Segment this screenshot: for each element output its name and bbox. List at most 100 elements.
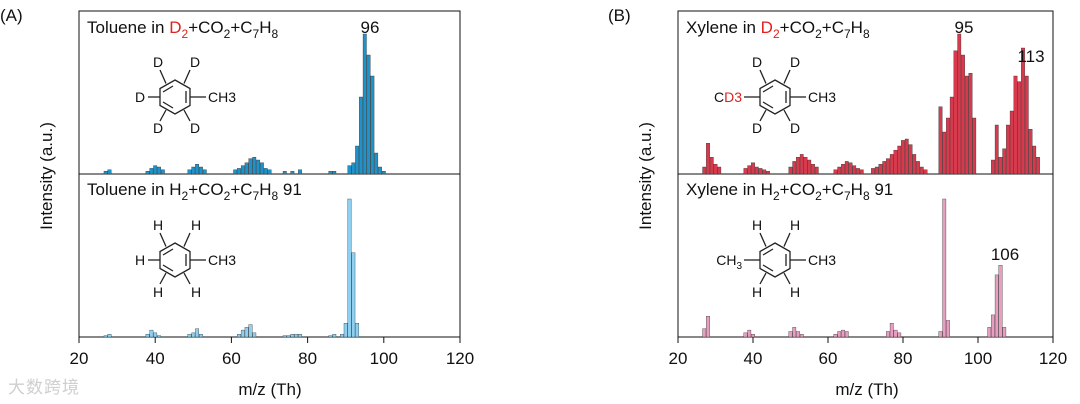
spectrum-bar xyxy=(874,166,879,175)
spectrum-bar xyxy=(953,50,958,175)
spectrum-bar xyxy=(758,168,763,175)
toluene-h2-bars xyxy=(103,198,360,338)
spectrum-bar xyxy=(362,33,367,175)
spectrum-bar xyxy=(340,334,344,338)
spectrum-bar xyxy=(195,328,200,338)
spectrum-bar xyxy=(107,334,112,338)
panel-b-label: (B) xyxy=(608,6,631,25)
spectrum-bar xyxy=(1002,327,1007,338)
spectrum-bar xyxy=(244,327,249,338)
spectrum-bar xyxy=(833,334,838,338)
spectrum-bar xyxy=(833,169,838,175)
x-tick-label: 20 xyxy=(669,349,688,368)
spectrum-bar xyxy=(968,73,973,175)
spectrum-bar xyxy=(290,171,295,175)
cd3-label: CD3 xyxy=(714,89,742,105)
spectrum-bar xyxy=(252,157,257,175)
spectrum-bar xyxy=(702,328,707,338)
spectrum-bar xyxy=(942,131,947,175)
spectrum-bar xyxy=(244,162,249,175)
x-tick-label: 80 xyxy=(894,349,913,368)
spectrum-bar xyxy=(788,166,793,175)
xylene-d7-molecule xyxy=(744,69,806,122)
x-tick-label: 120 xyxy=(446,349,474,368)
spectrum-bar xyxy=(859,169,864,175)
methyl-label: CH3 xyxy=(808,252,836,268)
spectrum-bar xyxy=(852,165,857,175)
methyl-left-label: CH3 xyxy=(716,252,742,272)
xylene-d2-peak-label-95: 95 xyxy=(955,18,974,37)
spectrum-bar xyxy=(837,166,842,175)
spectrum-bar xyxy=(743,168,748,175)
spectrum-bar xyxy=(987,327,992,338)
spectrum-bar xyxy=(841,164,845,175)
panel-a-x-axis: 20 40 60 80 100 120 xyxy=(70,337,474,368)
spectrum-bar xyxy=(248,158,253,175)
spectrum-bar xyxy=(149,168,154,175)
spectrum-bar xyxy=(267,169,272,175)
atom-label: H xyxy=(153,284,163,300)
watermark: 大数跨境 xyxy=(8,378,80,398)
spectrum-bar xyxy=(706,316,710,338)
panel-b-ylabel: Intensity (a.u.) xyxy=(636,122,655,230)
xylene-h2-title: Xylene in H2+CO2+C7H8 91 xyxy=(686,180,893,203)
atom-label: D xyxy=(790,120,800,136)
spectrum-bar xyxy=(252,332,257,338)
x-tick-label: 40 xyxy=(744,349,763,368)
atom-label: H xyxy=(191,217,201,233)
spectrum-bar xyxy=(355,145,360,175)
panel-a-label: (A) xyxy=(0,6,23,25)
toluene-molecule xyxy=(148,232,206,285)
spectrum-bar xyxy=(332,334,337,338)
xylene-d2-title: Xylene in D2+CO2+C7H8 xyxy=(686,18,870,41)
atom-label: D xyxy=(752,120,762,136)
spectrum-bar xyxy=(807,159,812,175)
spectrum-bar xyxy=(1006,124,1010,175)
spectrum-bar xyxy=(897,332,902,338)
spectrum-bar xyxy=(792,161,797,175)
spectrum-bar xyxy=(343,323,348,338)
spectrum-bar xyxy=(844,161,849,175)
spectrum-bar xyxy=(871,168,875,175)
xylene-h2-bars xyxy=(702,198,1007,338)
spectrum-bar xyxy=(904,138,909,175)
spectrum-bar xyxy=(938,331,943,338)
spectrum-bar xyxy=(946,117,950,175)
spectrum-bar xyxy=(713,164,718,175)
spectrum-bar xyxy=(762,169,767,175)
spectrum-bar xyxy=(747,329,752,338)
spectrum-bar xyxy=(378,166,382,175)
spectrum-bar xyxy=(803,157,808,175)
spectrum-bar xyxy=(938,106,943,175)
spectrum-bar xyxy=(814,166,819,175)
atom-label: D xyxy=(190,54,200,70)
spectrum-bar xyxy=(153,332,158,338)
spectrum-bar xyxy=(991,314,995,338)
spectrum-bar xyxy=(848,162,853,175)
panel-a-xlabel: m/z (Th) xyxy=(238,380,301,399)
spectrum-bar xyxy=(157,335,161,338)
spectrum-bar xyxy=(187,169,192,175)
spectrum-bar xyxy=(103,335,108,338)
spectrum-bar xyxy=(240,165,245,175)
toluene-d2-peak-label: 96 xyxy=(361,18,380,37)
spectrum-bar xyxy=(799,334,804,338)
spectrum-bar xyxy=(1009,110,1014,175)
spectrum-bar xyxy=(1017,81,1022,175)
spectrum-bar xyxy=(347,198,352,338)
spectrum-bar xyxy=(878,164,883,175)
spectrum-bar xyxy=(796,157,800,175)
spectrum-bar xyxy=(149,329,154,338)
spectrum-bar xyxy=(351,252,356,338)
spectrum-bar xyxy=(897,145,902,175)
spectrum-bar xyxy=(889,154,894,175)
spectrum-bar xyxy=(889,323,894,338)
spectrum-bar xyxy=(702,166,707,175)
spectrum-bar xyxy=(248,324,253,338)
spectrum-bar xyxy=(766,171,770,175)
spectrum-bar xyxy=(202,169,207,175)
spectrum-bar xyxy=(1013,75,1018,175)
spectrum-bar xyxy=(751,162,755,175)
spectrum-bar xyxy=(942,198,947,338)
spectrum-bar xyxy=(998,265,1003,338)
